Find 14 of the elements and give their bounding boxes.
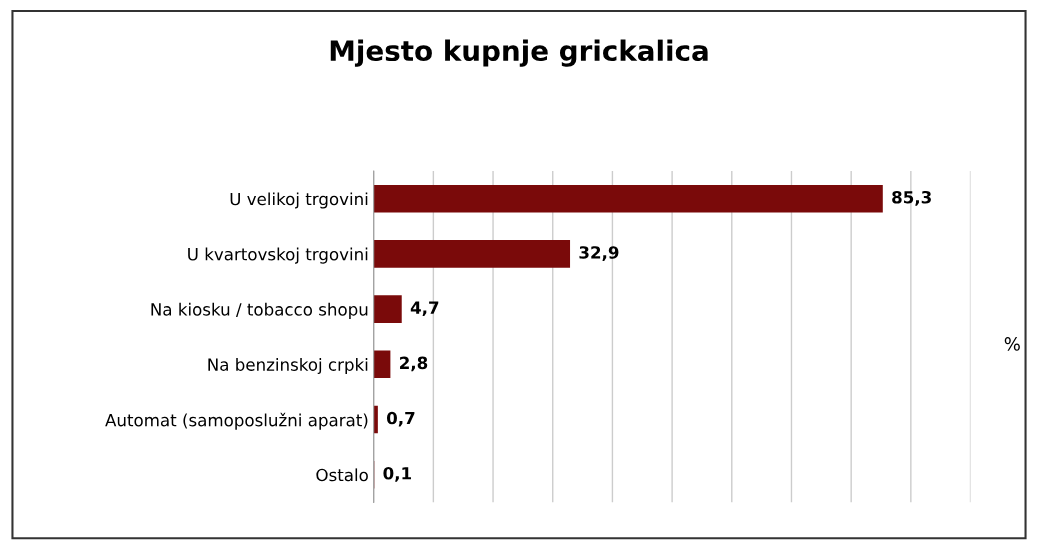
chart-title: Mjesto kupnje grickalica [330,39,708,67]
data-label: 4,7 [410,301,439,317]
data-label: 2,8 [400,356,428,372]
y-tick-label: U kvartovskoj trgovini [188,247,368,264]
y-tick-label: U velikoj trgovini [230,192,368,209]
y-tick-label: Na kiosku / tobacco shopu [151,302,368,319]
data-label: 32,9 [579,246,619,261]
y-tick-label: Automat (samoposlužni aparat) [105,412,368,430]
y-tick-label: Ostalo [316,468,368,482]
data-label: 0,1 [383,466,411,482]
x-axis-title: % [1004,337,1020,351]
data-label: 0,7 [386,411,415,427]
data-label: 85,3 [892,190,931,206]
y-tick-label: Na benzinskoj crpki [208,357,368,375]
